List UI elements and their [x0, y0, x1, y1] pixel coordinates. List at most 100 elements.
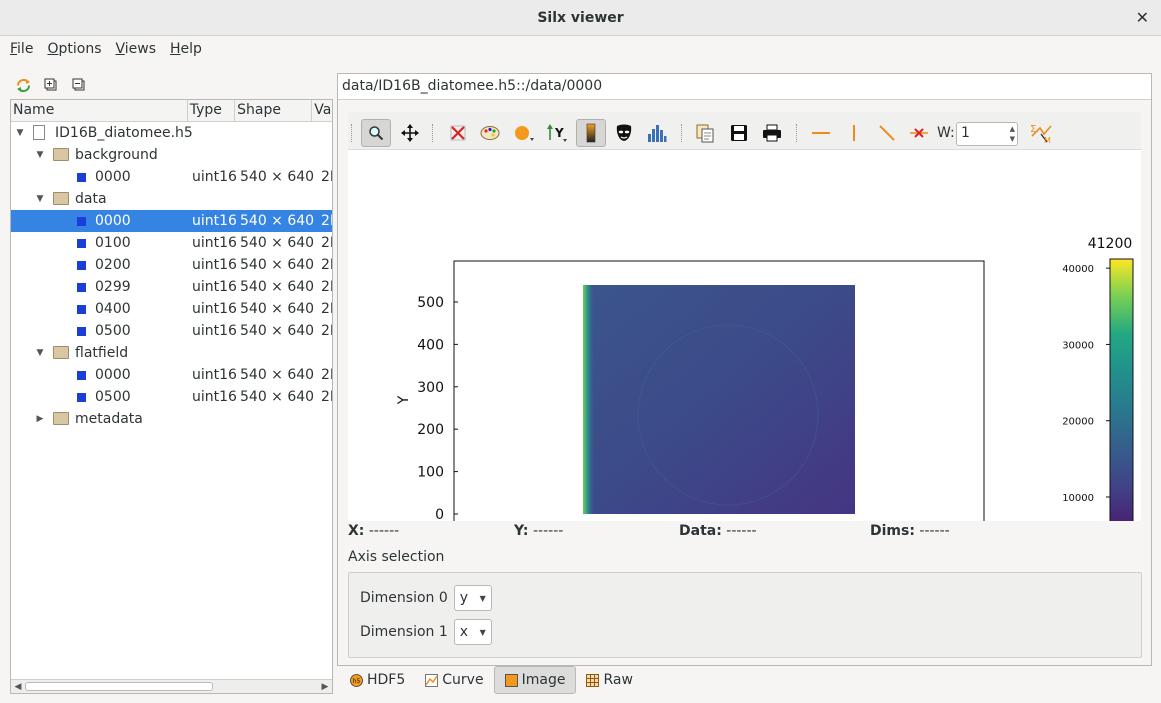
- dataset-icon: [77, 283, 86, 292]
- scrollbar-thumb[interactable]: [25, 682, 213, 691]
- reset-zoom-icon[interactable]: [443, 119, 473, 147]
- tree-row-name: background: [75, 147, 158, 163]
- tab-raw[interactable]: Raw: [576, 666, 642, 694]
- tree-row[interactable]: ▼ ID16B_diatomee.h5: [11, 122, 332, 144]
- tab-image[interactable]: Image: [493, 666, 577, 694]
- clear-profile-icon[interactable]: [904, 119, 934, 147]
- chevron-down-icon[interactable]: ▼: [36, 348, 44, 358]
- horizontal-scrollbar[interactable]: ◀ ▶: [11, 679, 332, 693]
- tab-curve[interactable]: Curve: [415, 666, 493, 694]
- tree-row-type: uint16: [192, 279, 237, 295]
- status-line: X: ------ Y: ------ Data: ------ Dims: -…: [348, 523, 1141, 543]
- tree-toolbar: [14, 76, 88, 94]
- colormap-icon[interactable]: [475, 119, 505, 147]
- tree-row[interactable]: ▶ metadata: [11, 408, 332, 430]
- tree-row-val: 2D: [321, 213, 332, 229]
- tree-row[interactable]: ▼ flatfield: [11, 342, 332, 364]
- dimension-1-select[interactable]: x ▼: [453, 619, 492, 645]
- tree-row-shape: 540 × 640: [240, 389, 315, 405]
- y-tick-label: 200: [417, 422, 444, 438]
- y-axis: 0 100 200 300 400 500: [417, 295, 458, 523]
- mask-icon[interactable]: [609, 119, 639, 147]
- chevron-down-icon[interactable]: ▼: [36, 194, 44, 204]
- colorbar-tick-label: 30000: [1062, 340, 1094, 351]
- dimension-0-row: Dimension 0 y ▼: [360, 585, 492, 611]
- chevron-down-icon: ▼: [479, 627, 486, 637]
- save-icon[interactable]: [724, 119, 754, 147]
- axis-selection-box: Dimension 0 y ▼ Dimension 1 x ▼: [348, 572, 1142, 658]
- y-axis-icon[interactable]: Y: [542, 119, 572, 147]
- tree-row[interactable]: ▼ data: [11, 188, 332, 210]
- col-type[interactable]: Type: [188, 100, 236, 121]
- tab-raw-label: Raw: [603, 672, 633, 688]
- hline-profile-icon[interactable]: [806, 119, 836, 147]
- spin-arrows-icon[interactable]: ▲ ▼: [1009, 125, 1015, 143]
- menu-views[interactable]: Views: [115, 41, 157, 57]
- copy-icon[interactable]: [690, 119, 720, 147]
- zoom-icon[interactable]: [361, 119, 391, 147]
- dimension-1-value: x: [459, 624, 469, 640]
- tree-row-type: uint16: [192, 169, 237, 185]
- hdf5-tree[interactable]: Name Type Shape Va ▼ ID16B_diatomee.h5 ▼ ba…: [10, 99, 333, 694]
- tree-row[interactable]: ▼ background: [11, 144, 332, 166]
- line-profile-icon[interactable]: [872, 119, 902, 147]
- tree-row-shape: 540 × 640: [240, 257, 315, 273]
- y-tick-label: 300: [417, 380, 444, 396]
- expand-all-icon[interactable]: [42, 76, 60, 94]
- line-width-spinbox[interactable]: 1 ▲ ▼: [956, 122, 1018, 146]
- dataset-icon: [77, 261, 86, 270]
- tree-row-name: data: [75, 191, 107, 207]
- vline-profile-icon[interactable]: [839, 119, 869, 147]
- tree-row-type: uint16: [192, 213, 237, 229]
- collapse-all-icon[interactable]: [70, 76, 88, 94]
- menu-file[interactable]: File: [10, 41, 34, 57]
- tree-header: Name Type Shape Va: [11, 100, 332, 122]
- folder-icon: [53, 412, 69, 425]
- line-width-label: W:: [937, 125, 955, 141]
- chevron-right-icon[interactable]: ▶: [36, 414, 44, 424]
- svg-text:Y: Y: [554, 126, 564, 140]
- table-icon: [586, 673, 600, 687]
- image-bright-edge: [583, 285, 595, 514]
- scroll-left-icon[interactable]: ◀: [14, 682, 22, 692]
- tree-row-val: 2D: [321, 169, 332, 185]
- refresh-icon[interactable]: [14, 76, 32, 94]
- toolbar-separator: [796, 124, 798, 142]
- y-tick-label: 500: [417, 295, 444, 311]
- chevron-down-icon[interactable]: ▼: [16, 128, 24, 138]
- menu-options[interactable]: Options: [47, 41, 102, 57]
- tab-curve-label: Curve: [442, 672, 484, 688]
- tab-hdf5[interactable]: h5 HDF5: [340, 666, 415, 694]
- tree-row-shape: 540 × 640: [240, 301, 315, 317]
- marker-icon[interactable]: [509, 119, 539, 147]
- print-icon[interactable]: [757, 119, 787, 147]
- window-titlebar: Silx viewer ✕: [0, 0, 1161, 36]
- chevron-down-icon[interactable]: ▼: [36, 150, 44, 160]
- close-icon[interactable]: ✕: [1135, 8, 1149, 27]
- plot-toolbar: Y W:: [348, 112, 1141, 150]
- svg-text:M: M: [1044, 136, 1051, 144]
- colorbar-toggle-icon[interactable]: [576, 119, 606, 147]
- col-shape[interactable]: Shape: [235, 100, 313, 121]
- pan-icon[interactable]: [395, 119, 425, 147]
- menu-help[interactable]: Help: [170, 41, 202, 57]
- image-icon: [504, 673, 518, 687]
- dimension-0-select[interactable]: y ▼: [453, 585, 492, 611]
- col-value[interactable]: Va: [314, 102, 332, 118]
- histogram-icon[interactable]: [642, 119, 672, 147]
- col-name[interactable]: Name: [11, 100, 188, 121]
- tab-image-label: Image: [521, 672, 566, 688]
- status-data-value: ------: [726, 523, 757, 539]
- scroll-right-icon[interactable]: ▶: [321, 682, 329, 692]
